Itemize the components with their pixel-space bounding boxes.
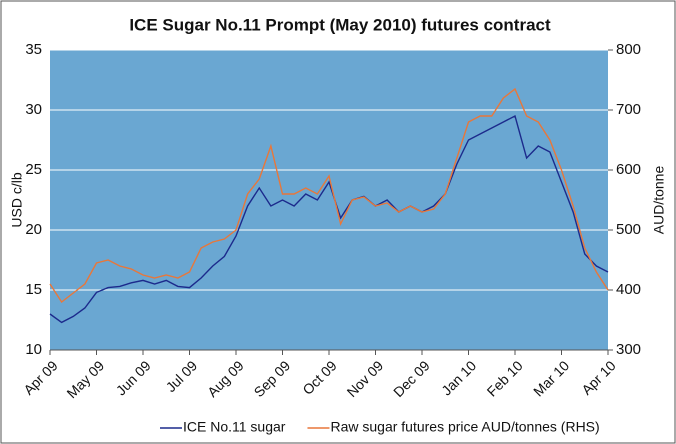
y2-tick-label: 400	[616, 281, 641, 298]
y-tick-label: 10	[25, 341, 42, 358]
line-series	[49, 87, 609, 304]
legend-label: ICE No.11 sugar	[183, 419, 286, 435]
y-tick-label: 20	[25, 221, 42, 238]
chart-title: ICE Sugar No.11 Prompt (May 2010) future…	[129, 15, 551, 34]
y2-tick-label: 600	[616, 161, 641, 178]
y2-tick-label: 800	[616, 41, 641, 58]
y2-tick-label: 500	[616, 221, 641, 238]
legend-label: Raw sugar futures price AUD/tonnes (RHS)	[330, 419, 599, 435]
y2-tick-label: 300	[616, 341, 641, 358]
y-axis-label: USD c/lb	[9, 172, 25, 227]
y2-tick-label: 700	[616, 101, 641, 118]
y-tick-label: 25	[25, 161, 42, 178]
y-tick-label: 15	[25, 281, 42, 298]
plot-area	[50, 50, 608, 350]
y2-axis-label: AUD/tonne	[651, 166, 667, 235]
y-tick-label: 30	[25, 101, 42, 118]
y-tick-label: 35	[25, 41, 42, 58]
line-series	[49, 114, 609, 324]
